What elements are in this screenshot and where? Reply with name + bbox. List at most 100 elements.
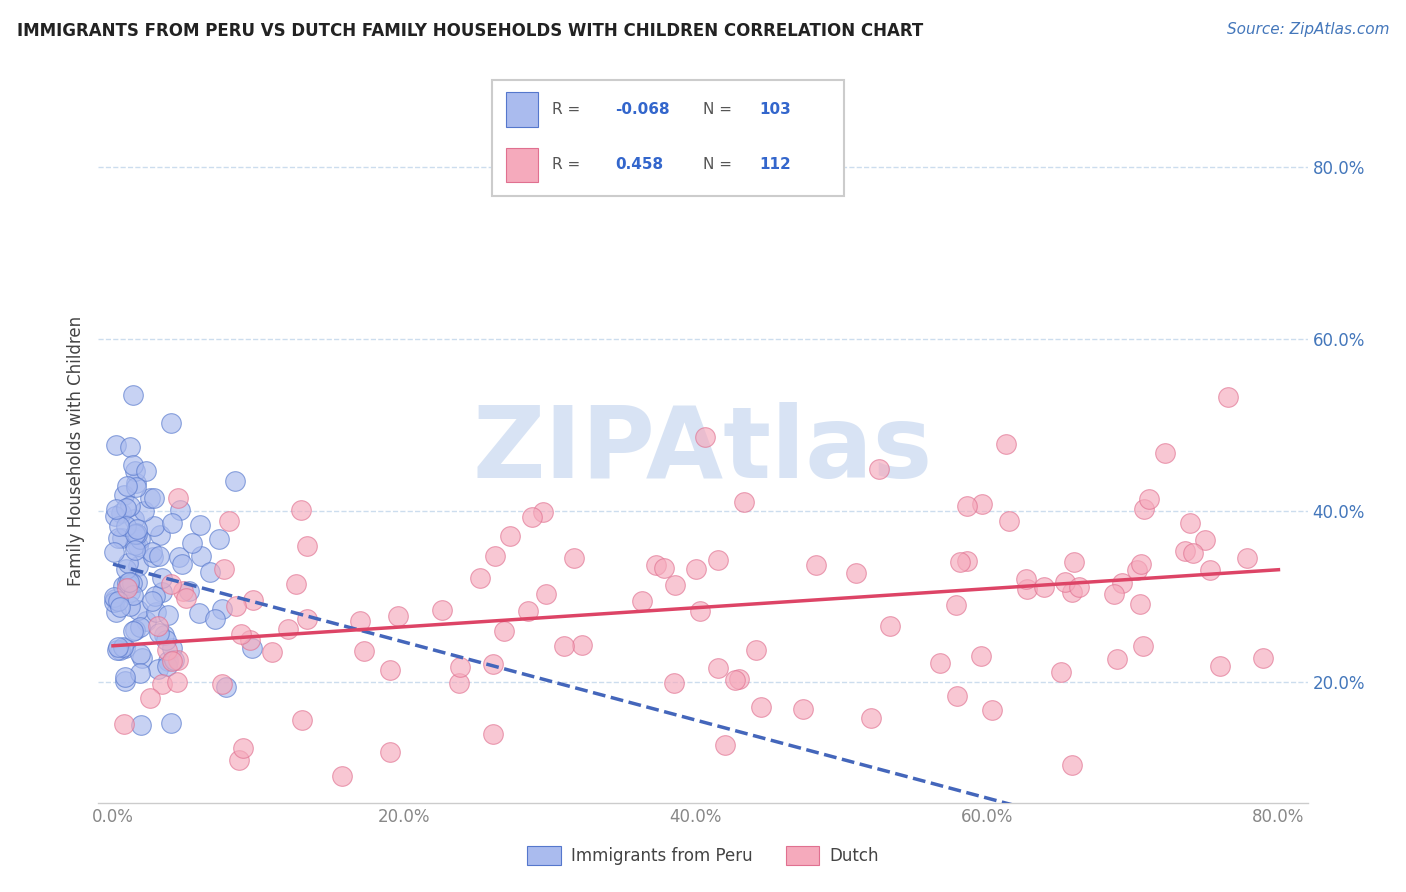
Point	[981, 702, 1004, 716]
Point	[107, 531, 129, 545]
Point	[114, 673, 136, 688]
Point	[970, 649, 993, 664]
Text: R =: R =	[551, 102, 581, 117]
Point	[693, 429, 716, 443]
Point	[447, 675, 470, 690]
Point	[104, 438, 127, 452]
Text: IMMIGRANTS FROM PERU VS DUTCH FAMILY HOUSEHOLDS WITH CHILDREN CORRELATION CHART: IMMIGRANTS FROM PERU VS DUTCH FAMILY HOU…	[17, 22, 924, 40]
Point	[124, 464, 146, 478]
Point	[652, 561, 675, 575]
Point	[211, 677, 233, 691]
Point	[468, 571, 491, 585]
Point	[104, 502, 127, 516]
Point	[929, 657, 952, 671]
Point	[103, 595, 125, 609]
Point	[860, 711, 883, 725]
Point	[378, 663, 401, 677]
Point	[387, 609, 409, 624]
Point	[112, 488, 135, 502]
Point	[166, 674, 188, 689]
Point	[1130, 557, 1153, 571]
Text: N =: N =	[703, 102, 733, 117]
Text: ZIPAtlas: ZIPAtlas	[472, 402, 934, 499]
Point	[111, 579, 134, 593]
Point	[1063, 555, 1085, 569]
Point	[1154, 446, 1177, 460]
Point	[970, 497, 993, 511]
Point	[156, 659, 179, 673]
Point	[1216, 391, 1239, 405]
Point	[188, 607, 211, 621]
Point	[122, 511, 145, 525]
Text: R =: R =	[551, 157, 581, 172]
Point	[211, 602, 233, 616]
Point	[129, 532, 152, 546]
Point	[215, 680, 238, 694]
Point	[124, 527, 146, 541]
Y-axis label: Family Households with Children: Family Households with Children	[66, 316, 84, 585]
Point	[1102, 587, 1125, 601]
Point	[231, 627, 253, 641]
Point	[127, 539, 149, 553]
Point	[955, 500, 977, 514]
Point	[564, 550, 586, 565]
Point	[200, 565, 222, 579]
Point	[129, 666, 152, 681]
Point	[1208, 658, 1230, 673]
Point	[297, 539, 319, 553]
Point	[664, 676, 686, 690]
Point	[664, 577, 686, 591]
Point	[212, 562, 235, 576]
Point	[115, 576, 138, 591]
Point	[714, 738, 737, 752]
Point	[707, 553, 730, 567]
Point	[169, 502, 191, 516]
Point	[117, 556, 139, 570]
Point	[104, 605, 127, 619]
Point	[142, 549, 165, 564]
Point	[148, 626, 170, 640]
Point	[1236, 551, 1258, 566]
Point	[107, 640, 129, 654]
Point	[291, 713, 314, 727]
Point	[166, 491, 188, 505]
Point	[484, 549, 506, 563]
Point	[1178, 516, 1201, 530]
Point	[492, 624, 515, 639]
Point	[1198, 563, 1220, 577]
FancyBboxPatch shape	[492, 80, 844, 196]
Point	[204, 612, 226, 626]
Point	[146, 618, 169, 632]
Point	[945, 598, 967, 612]
Point	[946, 690, 969, 704]
Point	[1132, 639, 1154, 653]
Point	[1015, 572, 1038, 586]
Point	[124, 538, 146, 552]
Point	[127, 527, 149, 541]
Point	[225, 599, 247, 613]
Point	[1137, 492, 1160, 507]
Point	[949, 555, 972, 569]
Point	[124, 480, 146, 494]
Point	[121, 624, 143, 638]
Point	[135, 464, 157, 478]
Text: N =: N =	[703, 157, 733, 172]
Point	[149, 528, 172, 542]
Point	[117, 581, 139, 595]
Point	[156, 642, 179, 657]
Point	[145, 605, 167, 619]
Point	[104, 591, 127, 606]
Point	[531, 505, 554, 519]
Point	[143, 519, 166, 533]
Point	[117, 479, 139, 493]
Point	[114, 670, 136, 684]
Point	[1181, 546, 1204, 560]
Point	[114, 640, 136, 655]
Point	[121, 588, 143, 602]
Point	[330, 769, 353, 783]
Point	[125, 522, 148, 536]
Point	[1062, 758, 1084, 772]
Point	[432, 603, 454, 617]
Bar	[506, 147, 537, 182]
Point	[105, 643, 128, 657]
